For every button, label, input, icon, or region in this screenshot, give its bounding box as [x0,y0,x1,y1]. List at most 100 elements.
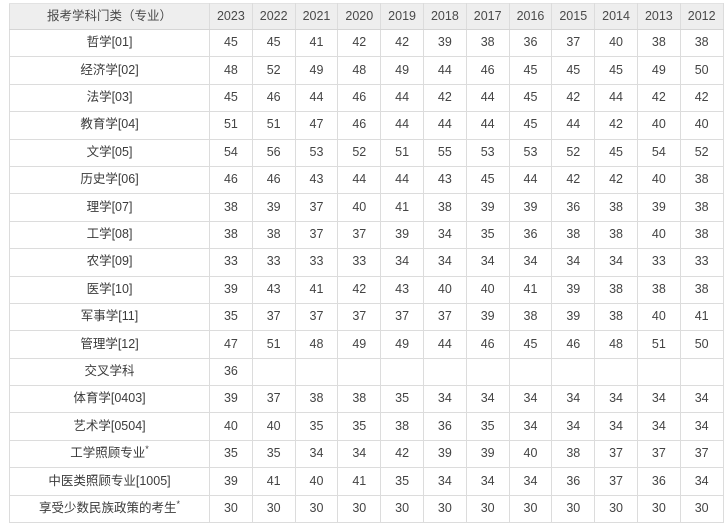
subject-label-cell: 管理学[12] [9,330,210,359]
score-cell-2022 [251,357,296,387]
score-cell-2012: 50 [679,330,724,359]
score-cell-2018: 55 [422,138,467,167]
score-cell-2012: 42 [679,83,724,113]
score-cell-2020: 42 [337,28,382,58]
subject-label-cell: 享受少数民族政策的考生* [9,494,210,523]
score-cell-2019: 35 [380,385,424,414]
score-cell-2017: 34 [465,248,510,277]
score-cell-2021: 37 [294,302,339,332]
score-cell-2015: 37 [551,28,596,58]
score-cell-2016: 45 [508,56,553,85]
score-cell-2023: 38 [209,220,253,250]
score-cell-2022: 45 [251,28,296,58]
subject-label-cell: 军事学[11] [9,302,210,332]
score-cell-2018: 43 [422,165,467,195]
table-row: 历史学[06] 46 46 43 44 44 43 45 44 42 42 40 38 [9,165,724,195]
score-cell-2022: 56 [251,138,296,167]
score-cell-2021: 44 [294,83,339,113]
score-cell-2020: 30 [337,494,382,523]
table-row: 工学[08] 38 38 37 37 39 34 35 36 38 38 40 38 [9,220,724,250]
subject-label-text: 法学[03] [86,90,133,105]
table-row: 经济学[02] 48 52 49 48 49 44 46 45 45 45 49 50 [9,56,724,85]
subject-label-text: 交叉学科 [84,364,135,378]
score-cell-2017: 38 [465,28,510,58]
score-cell-2012: 38 [679,165,724,195]
score-cell-2012: 34 [679,467,724,496]
score-cell-2014: 34 [594,412,638,441]
score-cell-2014: 48 [594,330,638,359]
score-cell-2019 [380,357,424,387]
score-cell-2013 [636,357,681,387]
table-header: 报考学科门类（专业） 2023 2022 2021 2020 2019 2018… [9,3,724,30]
score-cell-2015: 34 [551,248,596,277]
score-cell-2023: 38 [209,193,253,222]
score-cell-2013: 36 [636,467,681,496]
subject-label-text: 医学[10] [86,281,133,296]
subject-label-text: 文学[05] [86,144,133,159]
score-cell-2022: 35 [251,439,296,469]
score-cell-2020 [337,357,382,387]
score-cell-2013: 34 [636,412,681,441]
score-cell-2013: 42 [636,83,681,113]
score-cell-2019: 39 [380,220,424,250]
score-cell-2014: 38 [594,193,638,222]
score-cell-2018: 30 [422,494,467,523]
score-cell-2019: 42 [380,439,424,469]
score-cell-2020: 34 [337,439,382,469]
score-cell-2012: 50 [679,56,724,85]
score-cell-2015: 39 [551,275,596,304]
score-cell-2018: 44 [422,56,467,85]
score-cell-2017: 34 [465,467,510,496]
table-row: 交叉学科 36 [9,357,724,387]
score-cell-2018: 37 [422,302,467,332]
score-cell-2017: 40 [465,275,510,304]
score-cell-2021: 43 [294,165,339,195]
subject-label-cell: 交叉学科 [9,357,210,387]
table-row: 医学[10] 39 43 41 42 43 40 40 41 39 38 38 38 [9,275,724,304]
score-cell-2016: 45 [508,83,553,113]
score-cell-2021: 35 [294,412,339,441]
score-cell-2020: 49 [337,330,382,359]
subject-label-cell: 艺术学[0504] [9,412,210,441]
score-cell-2018: 36 [422,412,467,441]
score-cell-2023: 54 [209,138,253,167]
score-cell-2016: 36 [508,28,553,58]
column-header-year-2014: 2014 [594,3,638,30]
score-cell-2018 [422,357,467,387]
score-cell-2022: 52 [251,56,296,85]
subject-label-text: 体育学[0403] [73,391,146,406]
table-row: 工学照顾专业* 35 35 34 34 42 39 39 40 38 37 37 37 [9,439,724,469]
score-cell-2012: 38 [679,220,724,250]
score-cell-2023: 36 [209,357,253,387]
score-cell-2021: 37 [294,193,339,222]
score-cell-2017: 44 [465,83,510,113]
score-cell-2014: 34 [594,248,638,277]
score-cell-2017: 53 [465,138,510,167]
score-cell-2016: 34 [508,248,553,277]
score-cell-2023: 39 [209,275,253,304]
score-cell-2022: 46 [251,83,296,113]
score-cell-2022: 40 [251,412,296,441]
score-cell-2015: 36 [551,467,596,496]
subject-label-text: 理学[07] [86,199,133,214]
score-cell-2013: 40 [636,302,681,332]
score-cell-2017: 39 [465,302,510,332]
score-cell-2015: 42 [551,83,596,113]
score-cell-2018: 44 [422,111,467,140]
score-cell-2022: 38 [251,220,296,250]
score-cell-2014: 37 [594,439,638,469]
score-cell-2018: 38 [422,193,467,222]
score-cell-2019: 44 [380,165,424,195]
score-cell-2018: 44 [422,330,467,359]
score-cell-2019: 51 [380,138,424,167]
score-cell-2019: 49 [380,56,424,85]
score-cell-2013: 34 [636,385,681,414]
score-cell-2019: 30 [380,494,424,523]
column-header-subject: 报考学科门类（专业） [9,3,210,30]
score-cell-2015: 34 [551,385,596,414]
subject-label-text: 农学[09] [86,254,133,269]
score-cell-2018: 34 [422,248,467,277]
subject-label-text: 管理学[12] [80,336,139,351]
score-cell-2018: 39 [422,28,467,58]
score-cell-2015: 46 [551,330,596,359]
